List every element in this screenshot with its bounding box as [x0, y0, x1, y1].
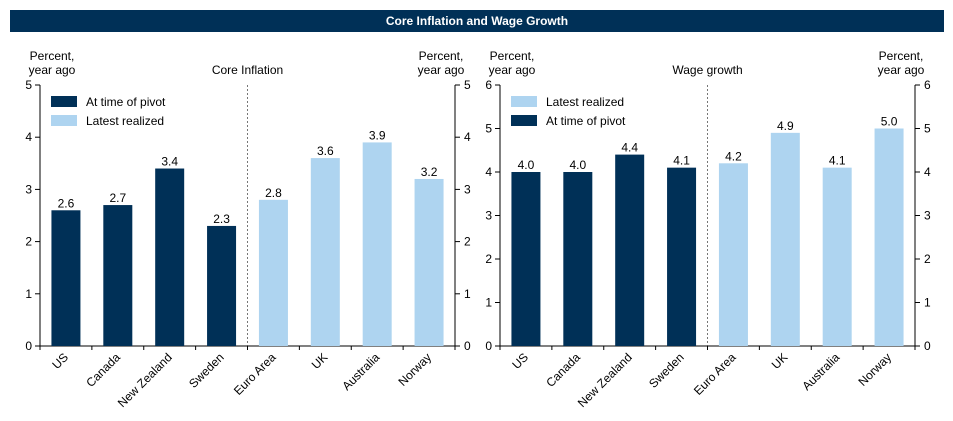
inflation-value-label: 3.6 [317, 144, 334, 158]
wage-panel-title: Wage growth [672, 63, 742, 77]
inflation-panel-title: Core Inflation [212, 63, 283, 77]
inflation-value-label: 2.7 [109, 191, 126, 205]
wage-bar-new-zealand [615, 154, 645, 346]
wage-value-label: 4.0 [569, 158, 586, 172]
wage-ytick-label-right: 6 [924, 78, 931, 92]
inflation-bar-us [51, 210, 81, 346]
inflation-ylabel-right: Percent, [419, 49, 464, 63]
wage-ytick-label-left: 2 [485, 252, 492, 266]
wage-ytick-label-left: 6 [485, 78, 492, 92]
wage-value-label: 4.2 [725, 149, 742, 163]
inflation-ylabel-left: year ago [29, 63, 76, 77]
inflation-category-label: Sweden [186, 350, 227, 391]
wage-category-label: Canada [543, 350, 583, 390]
inflation-ytick-label-left: 5 [25, 78, 32, 92]
wage-ytick-label-right: 1 [924, 296, 931, 310]
wage-legend-label: At time of pivot [546, 114, 626, 128]
wage-ytick-label-left: 3 [485, 209, 492, 223]
inflation-ylabel-right: year ago [418, 63, 465, 77]
inflation-ytick-label-right: 5 [464, 78, 471, 92]
inflation-bar-new-zealand [155, 168, 185, 346]
inflation-ytick-label-left: 3 [25, 182, 32, 196]
inflation-category-label: Canada [83, 350, 123, 390]
inflation-legend-swatch [51, 96, 77, 107]
inflation-bar-uk [310, 158, 340, 346]
wage-ytick-label-right: 3 [924, 209, 931, 223]
wage-category-label: New Zealand [575, 350, 635, 410]
wage-category-label: Sweden [646, 350, 687, 391]
wage-ytick-label-left: 5 [485, 122, 492, 136]
wage-bar-sweden [667, 167, 697, 346]
wage-ytick-label-left: 0 [485, 339, 492, 353]
wage-ytick-label-right: 4 [924, 165, 931, 179]
inflation-ytick-label-right: 3 [464, 182, 471, 196]
wage-bar-canada [563, 172, 593, 346]
inflation-value-label: 2.3 [213, 212, 230, 226]
wage-bar-norway [874, 128, 904, 346]
wage-bar-australia [822, 167, 852, 346]
wage-bar-euro-area [718, 163, 748, 346]
wage-legend-label: Latest realized [546, 95, 624, 109]
inflation-ytick-label-right: 2 [464, 235, 471, 249]
inflation-legend-swatch [51, 115, 77, 126]
inflation-ytick-label-left: 1 [25, 287, 32, 301]
inflation-category-label: UK [309, 350, 331, 372]
inflation-value-label: 2.6 [58, 196, 75, 210]
wage-category-label: UK [769, 350, 791, 372]
wage-value-label: 4.1 [829, 154, 846, 168]
inflation-ylabel-left: Percent, [30, 49, 75, 63]
inflation-ytick-label-left: 4 [25, 130, 32, 144]
inflation-bar-sweden [207, 225, 237, 346]
wage-category-label: Norway [856, 350, 895, 389]
wage-value-label: 4.9 [777, 119, 794, 133]
wage-value-label: 5.0 [881, 115, 898, 129]
wage-category-label: Euro Area [691, 350, 739, 398]
figure-title: Core Inflation and Wage Growth [10, 10, 944, 32]
inflation-category-label: US [49, 350, 71, 372]
wage-bar-us [511, 172, 541, 346]
inflation-ytick-label-right: 4 [464, 130, 471, 144]
inflation-value-label: 3.9 [369, 128, 386, 142]
wage-ytick-label-left: 4 [485, 165, 492, 179]
inflation-ytick-label-left: 2 [25, 235, 32, 249]
wage-value-label: 4.4 [621, 141, 638, 155]
wage-legend-swatch [511, 96, 537, 107]
wage-ytick-label-right: 5 [924, 122, 931, 136]
inflation-ytick-label-right: 1 [464, 287, 471, 301]
inflation-value-label: 2.8 [265, 186, 282, 200]
wage-ylabel-right: year ago [878, 63, 925, 77]
inflation-bar-euro-area [258, 199, 288, 346]
wage-bar-uk [770, 132, 800, 346]
inflation-ytick-label-left: 0 [25, 339, 32, 353]
inflation-legend-label: At time of pivot [86, 95, 166, 109]
inflation-bar-australia [362, 142, 392, 346]
inflation-ytick-label-right: 0 [464, 339, 471, 353]
wage-ylabel-left: Percent, [490, 49, 535, 63]
wage-ytick-label-left: 1 [485, 296, 492, 310]
inflation-value-label: 3.4 [161, 155, 178, 169]
inflation-category-label: New Zealand [115, 350, 175, 410]
inflation-legend-label: Latest realized [86, 114, 164, 128]
wage-ytick-label-right: 2 [924, 252, 931, 266]
wage-ytick-label-right: 0 [924, 339, 931, 353]
wage-category-label: Australia [799, 350, 842, 393]
inflation-bar-norway [414, 178, 444, 346]
inflation-bar-canada [103, 205, 133, 346]
inflation-category-label: Euro Area [231, 350, 279, 398]
wage-legend-swatch [511, 115, 537, 126]
inflation-category-label: Australia [339, 350, 382, 393]
wage-value-label: 4.0 [518, 158, 535, 172]
inflation-value-label: 3.2 [421, 165, 438, 179]
wage-ylabel-right: Percent, [879, 49, 924, 63]
wage-category-label: US [509, 350, 531, 372]
inflation-category-label: Norway [396, 350, 435, 389]
wage-ylabel-left: year ago [489, 63, 536, 77]
wage-value-label: 4.1 [673, 154, 690, 168]
